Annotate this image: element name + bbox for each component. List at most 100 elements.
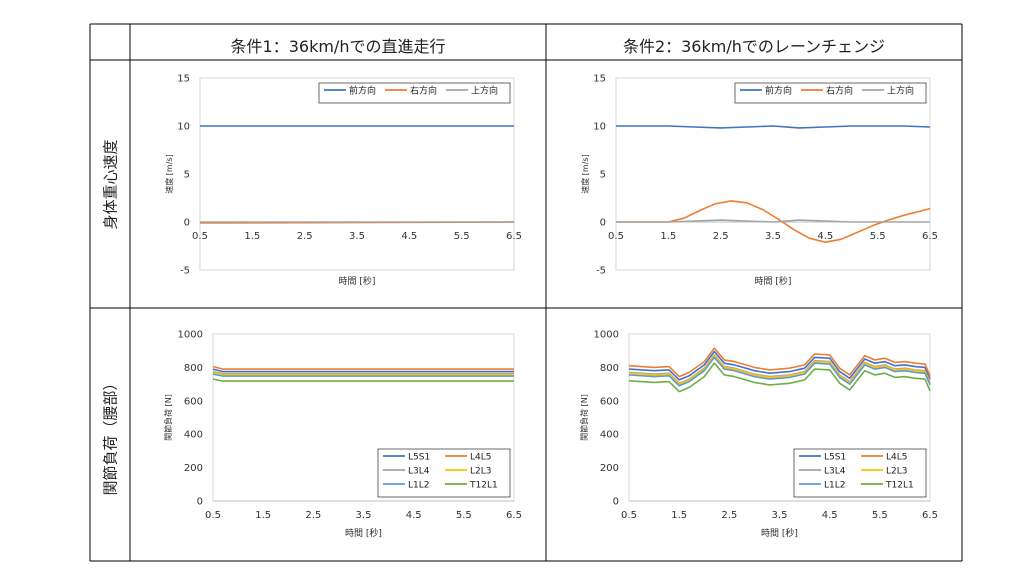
legend-box bbox=[318, 82, 511, 104]
y-tick-label: 10 bbox=[593, 122, 606, 133]
y-tick-label: 5 bbox=[184, 170, 190, 181]
row-label-body-cog-speed: 身体重心速度 bbox=[101, 139, 120, 230]
plot-area bbox=[615, 77, 931, 271]
legend-label-T12L1: T12L1 bbox=[885, 481, 914, 491]
x-tick-label: 5.5 bbox=[456, 510, 472, 521]
y-tick-label: 5 bbox=[600, 170, 606, 181]
chart-joint-load-condition2: 0 200 400 600 800 1000 0.5 1.5 2.5 3.5 4.5 5.5 6.5 時間… bbox=[579, 330, 938, 540]
x-tick-label: 0.5 bbox=[192, 231, 208, 242]
x-tick-label: 2.5 bbox=[713, 231, 729, 242]
x-axis-title: 時間 [秒] bbox=[761, 527, 798, 539]
x-tick-label: 1.5 bbox=[660, 231, 676, 242]
y-tick-label: 0 bbox=[184, 218, 190, 229]
x-tick-label: 6.5 bbox=[922, 231, 938, 242]
y-tick-label: -5 bbox=[180, 266, 190, 277]
plot-area bbox=[199, 77, 515, 271]
x-tick-label: 5.5 bbox=[872, 510, 888, 521]
legend: 前方向 右方向 上方向 bbox=[734, 82, 927, 104]
x-tick-label: 6.5 bbox=[506, 231, 522, 242]
legend-label-L1L2: L1L2 bbox=[408, 481, 429, 491]
x-tick-label: 2.5 bbox=[721, 510, 737, 521]
y-tick-label: 800 bbox=[184, 363, 203, 374]
x-tick-label: 0.5 bbox=[608, 231, 624, 242]
legend-box bbox=[377, 448, 511, 498]
series-line-右方向 bbox=[616, 200, 931, 243]
y-tick-label: 10 bbox=[177, 122, 190, 133]
y-tick-label: 15 bbox=[177, 74, 190, 85]
legend: L5S1 L4L5 L3L4 L2L3 L1L2 T12L1 bbox=[377, 448, 511, 498]
chart-speed-condition2: -5 0 5 10 15 0.5 1.5 2.5 3.5 4.5 5.5 6.5 時間 [秒] 速度 [m… bbox=[580, 74, 938, 288]
x-tick-label: 3.5 bbox=[356, 510, 372, 521]
x-tick-label: 3.5 bbox=[765, 231, 781, 242]
legend-label-L5S1: L5S1 bbox=[824, 453, 846, 463]
x-tick-label: 1.5 bbox=[244, 231, 260, 242]
column-header-condition2: 条件2：36km/hでのレーンチェンジ bbox=[622, 37, 886, 56]
column-header-condition1: 条件1：36km/hでの直進走行 bbox=[230, 37, 446, 56]
legend-label-前方向: 前方向 bbox=[349, 85, 376, 97]
x-tick-label: 3.5 bbox=[349, 231, 365, 242]
legend: 前方向 右方向 上方向 bbox=[318, 82, 511, 104]
series-line-L1L2 bbox=[628, 356, 931, 387]
series-line-T12L1 bbox=[628, 362, 931, 393]
legend-label-T12L1: T12L1 bbox=[469, 481, 498, 491]
y-axis-title: 関節負荷 [N] bbox=[579, 394, 589, 441]
x-tick-label: 1.5 bbox=[671, 510, 687, 521]
series-line-L3L4 bbox=[212, 370, 514, 375]
legend-label-L1L2: L1L2 bbox=[824, 481, 845, 491]
series-line-T12L1 bbox=[212, 378, 514, 382]
x-tick-label: 0.5 bbox=[205, 510, 221, 521]
x-tick-label: 5.5 bbox=[870, 231, 886, 242]
y-tick-label: 0 bbox=[613, 497, 619, 508]
legend-label-L2L3: L2L3 bbox=[886, 467, 907, 477]
x-tick-label: 5.5 bbox=[454, 231, 470, 242]
series-line-L5S1 bbox=[628, 350, 931, 381]
x-tick-label: 6.5 bbox=[506, 510, 522, 521]
x-tick-label: 2.5 bbox=[305, 510, 321, 521]
y-tick-label: 400 bbox=[184, 430, 203, 441]
legend: L5S1 L4L5 L3L4 L2L3 L1L2 T12L1 bbox=[793, 448, 927, 498]
row-label-joint-load: 関節負荷（腰部） bbox=[101, 375, 120, 496]
y-tick-label: 800 bbox=[600, 363, 619, 374]
series-line-L2L3 bbox=[212, 371, 514, 376]
legend-label-上方向: 上方向 bbox=[887, 85, 914, 97]
y-axis-title: 速度 [m/s] bbox=[580, 154, 590, 193]
x-axis-title: 時間 [秒] bbox=[339, 275, 376, 287]
legend-label-前方向: 前方向 bbox=[765, 85, 792, 97]
x-tick-label: 4.5 bbox=[406, 510, 422, 521]
x-tick-label: 4.5 bbox=[401, 231, 417, 242]
series-line-L1L2 bbox=[212, 373, 514, 377]
y-tick-label: 1000 bbox=[178, 330, 203, 341]
legend-label-L5S1: L5S1 bbox=[408, 453, 430, 463]
y-axis-title: 関節負荷 [N] bbox=[163, 394, 173, 441]
y-tick-label: 1000 bbox=[594, 330, 619, 341]
x-tick-label: 4.5 bbox=[817, 231, 833, 242]
legend-label-右方向: 右方向 bbox=[826, 85, 853, 97]
x-tick-label: 2.5 bbox=[297, 231, 313, 242]
legend-label-L4L5: L4L5 bbox=[886, 453, 907, 463]
chart-joint-load-condition1: 0 200 400 600 800 1000 0.5 1.5 2.5 3.5 4.5 5.5 6.5 時間… bbox=[163, 330, 522, 540]
legend-box bbox=[793, 448, 927, 498]
x-tick-label: 3.5 bbox=[772, 510, 788, 521]
legend-box bbox=[734, 82, 927, 104]
x-tick-label: 1.5 bbox=[255, 510, 271, 521]
chart-speed-condition1: -5 0 5 10 15 0.5 1.5 2.5 3.5 4.5 5.5 6.5 時間 [秒] 速度 [m… bbox=[164, 74, 522, 288]
legend-label-L3L4: L3L4 bbox=[824, 467, 846, 477]
x-axis-title: 時間 [秒] bbox=[345, 527, 382, 539]
y-tick-label: 200 bbox=[184, 463, 203, 474]
series-line-前方向 bbox=[616, 125, 931, 129]
legend-label-L3L4: L3L4 bbox=[408, 467, 430, 477]
legend-label-上方向: 上方向 bbox=[471, 85, 498, 97]
y-tick-label: -5 bbox=[596, 266, 606, 277]
x-tick-label: 0.5 bbox=[621, 510, 637, 521]
series-line-L4L5 bbox=[212, 365, 514, 370]
y-tick-label: 600 bbox=[184, 396, 203, 407]
y-tick-label: 200 bbox=[600, 463, 619, 474]
x-tick-label: 6.5 bbox=[922, 510, 938, 521]
series-line-上方向 bbox=[616, 219, 930, 223]
legend-label-L2L3: L2L3 bbox=[470, 467, 491, 477]
legend-label-L4L5: L4L5 bbox=[470, 453, 491, 463]
y-tick-label: 0 bbox=[197, 497, 203, 508]
y-tick-label: 600 bbox=[600, 396, 619, 407]
x-tick-label: 4.5 bbox=[822, 510, 838, 521]
